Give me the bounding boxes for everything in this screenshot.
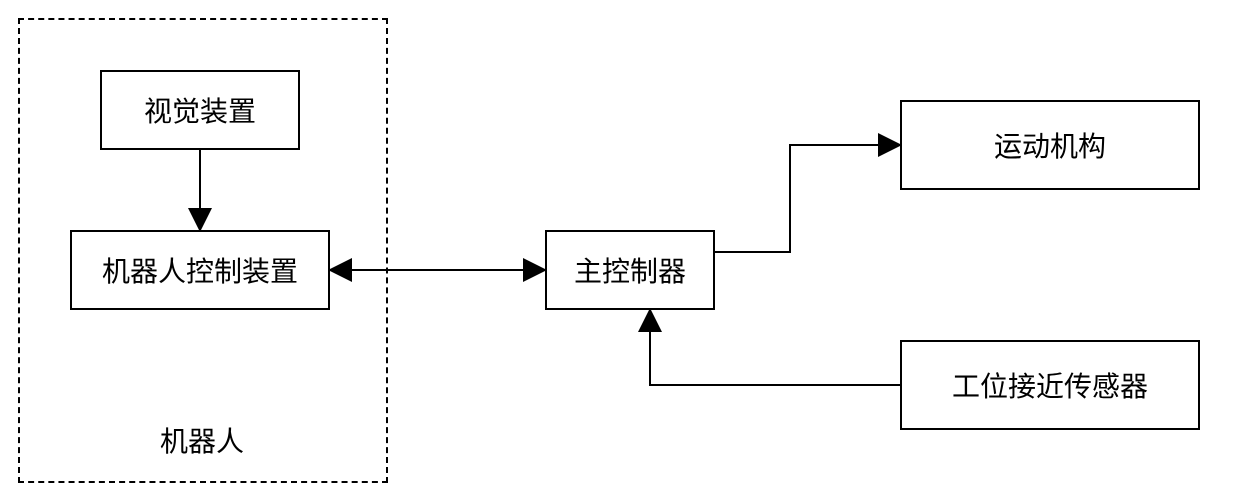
vision-label: 视觉装置 <box>144 90 256 130</box>
robot-ctrl-box: 机器人控制装置 <box>70 230 330 310</box>
motion-box: 运动机构 <box>900 100 1200 190</box>
vision-box: 视觉装置 <box>100 70 300 150</box>
sensor-box: 工位接近传感器 <box>900 340 1200 430</box>
edge-mainctrl-to-motion <box>715 145 898 252</box>
edge-sensor-to-mainctrl <box>650 312 900 385</box>
sensor-label: 工位接近传感器 <box>952 365 1148 405</box>
main-ctrl-label: 主控制器 <box>574 250 686 290</box>
main-ctrl-box: 主控制器 <box>545 230 715 310</box>
motion-label: 运动机构 <box>994 125 1106 165</box>
robot-group-label: 机器人 <box>160 420 244 460</box>
robot-ctrl-label: 机器人控制装置 <box>102 250 298 290</box>
